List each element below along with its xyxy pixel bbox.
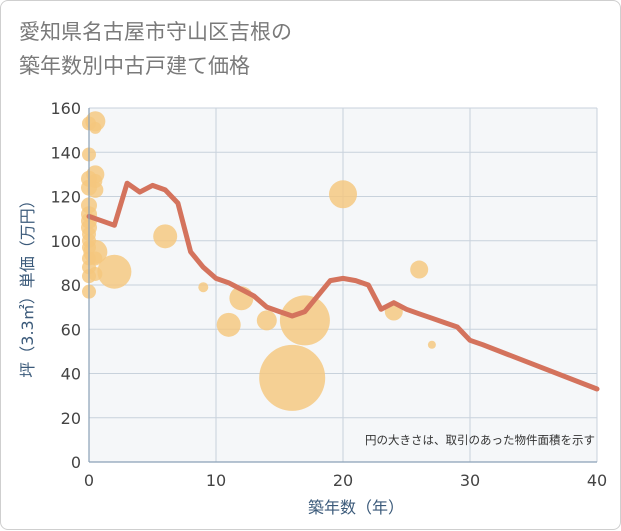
- y-tick-label: 160: [50, 99, 81, 118]
- x-tick-label: 40: [587, 471, 607, 490]
- y-tick-label: 40: [61, 365, 81, 384]
- data-bubble: [329, 180, 357, 209]
- y-tick-label: 80: [61, 276, 81, 295]
- data-bubble: [198, 282, 209, 293]
- chart-title: 愛知県名古屋市守山区吉根の 築年数別中古戸建て価格: [19, 20, 292, 78]
- data-bubble: [216, 312, 241, 337]
- y-tick-label: 120: [50, 188, 81, 207]
- y-tick-label: 60: [61, 320, 81, 339]
- y-tick-label: 20: [61, 409, 81, 428]
- data-bubble: [427, 340, 436, 349]
- y-tick-label: 0: [71, 453, 81, 472]
- y-tick-label: 140: [50, 143, 81, 162]
- x-tick-label: 0: [84, 471, 94, 490]
- data-bubble: [87, 181, 104, 198]
- data-bubble: [88, 251, 103, 266]
- x-axis-label: 築年数（年）: [308, 498, 404, 517]
- data-bubble: [89, 121, 102, 134]
- data-bubble: [97, 254, 132, 289]
- y-axis-label: 坪（3.3㎡）単価（万円）: [18, 192, 37, 377]
- data-bubble: [259, 344, 326, 411]
- chart-note: 円の大きさは、取引のあった物件面積を示す: [365, 433, 595, 447]
- data-bubble: [279, 295, 330, 346]
- x-tick-label: 10: [206, 471, 226, 490]
- y-tick-label: 100: [50, 232, 81, 251]
- data-bubble: [153, 224, 178, 249]
- data-bubble: [410, 260, 429, 279]
- data-bubble: [256, 310, 277, 331]
- x-tick-label: 30: [460, 471, 480, 490]
- x-tick-label: 20: [333, 471, 353, 490]
- trend-line: [86, 180, 600, 392]
